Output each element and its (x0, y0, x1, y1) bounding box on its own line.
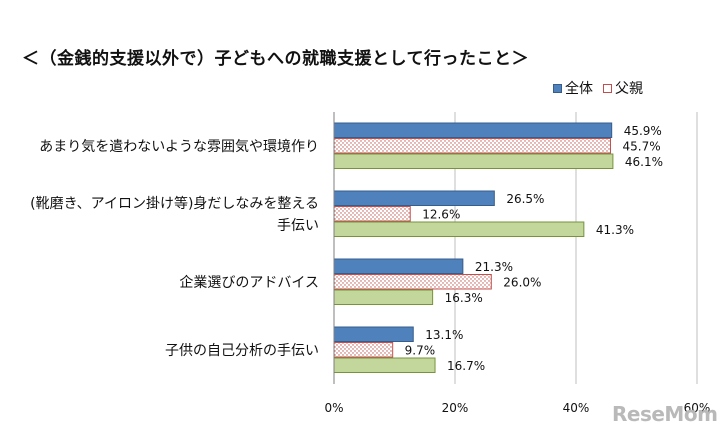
data-label: 26.0% (503, 275, 541, 289)
watermark-logo: ReseMom (612, 402, 718, 426)
bar (333, 138, 611, 154)
data-label: 9.7% (405, 343, 436, 357)
legend-label-father: 父親 (615, 81, 643, 97)
data-label: 16.7% (447, 359, 485, 373)
chart-title: ＜（金銭的支援以外で）子どもへの就職支援として行ったこと＞ (22, 49, 529, 69)
bar (333, 122, 613, 138)
bar (333, 258, 464, 274)
bar (333, 153, 614, 169)
legend: 全体 父親 (553, 78, 653, 98)
legend-item-father: 父親 (603, 78, 643, 98)
bar (333, 357, 436, 373)
data-label: 13.1% (425, 328, 463, 342)
data-label: 45.7% (622, 139, 660, 153)
legend-item-all: 全体 (553, 78, 593, 98)
bar (333, 190, 495, 206)
category-label: (靴磨き、アイロン掛け等)身だしなみを整える (30, 195, 319, 212)
x-tick-label: 60% (684, 401, 711, 415)
data-label: 45.9% (624, 124, 662, 138)
x-tick-label: 40% (563, 401, 590, 415)
data-label: 41.3% (596, 223, 634, 237)
legend-label-all: 全体 (565, 81, 593, 97)
bar (333, 289, 434, 305)
legend-swatch-father (603, 83, 612, 93)
bar (333, 206, 411, 222)
data-label: 21.3% (475, 260, 513, 274)
data-label: 26.5% (506, 192, 544, 206)
x-tick-label: 0% (324, 401, 343, 415)
category-label: 手伝い (277, 218, 319, 234)
bar (333, 326, 414, 342)
data-label: 46.1% (625, 155, 663, 169)
data-label: 16.3% (445, 291, 483, 305)
bar (333, 221, 585, 237)
category-label: あまり気を遣わないような雰囲気や環境作り (39, 139, 319, 155)
legend-swatch-all (553, 83, 562, 93)
x-tick-label: 20% (442, 401, 469, 415)
category-label: 子供の自己分析の手伝い (165, 343, 319, 359)
bar (333, 342, 394, 358)
bar (333, 274, 492, 290)
data-label: 12.6% (422, 207, 460, 221)
category-label: 企業選びのアドバイス (179, 274, 319, 291)
